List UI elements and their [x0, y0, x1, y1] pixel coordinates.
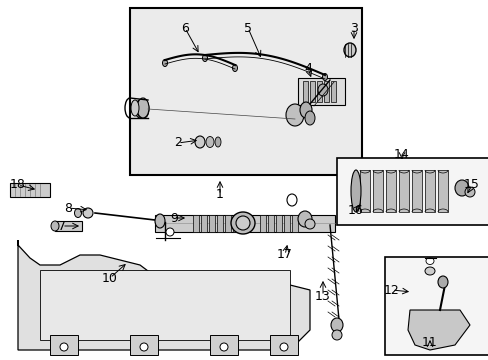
Text: 13: 13 [314, 289, 330, 302]
Ellipse shape [232, 64, 237, 72]
Text: 9: 9 [170, 211, 178, 225]
Bar [130, 335, 158, 355]
Bar [10, 183, 50, 197]
Bar [384, 257, 488, 355]
Bar [372, 170, 382, 212]
Text: 10: 10 [102, 271, 118, 284]
Bar [284, 215, 289, 232]
Ellipse shape [155, 214, 164, 228]
Ellipse shape [162, 59, 167, 67]
Text: 4: 4 [304, 62, 311, 75]
Ellipse shape [317, 84, 327, 96]
Bar [336, 158, 488, 225]
Ellipse shape [140, 343, 148, 351]
Text: 14: 14 [393, 148, 409, 162]
Bar [359, 170, 369, 212]
Text: 5: 5 [244, 22, 251, 35]
Bar [269, 335, 297, 355]
Ellipse shape [51, 221, 59, 231]
Bar [411, 170, 421, 212]
Polygon shape [407, 310, 469, 350]
Bar [291, 215, 297, 232]
Bar [324, 81, 328, 102]
Text: 18: 18 [10, 179, 26, 192]
Ellipse shape [202, 54, 207, 62]
Bar [217, 215, 223, 232]
Bar [309, 81, 314, 102]
Bar [232, 215, 239, 232]
Ellipse shape [297, 211, 311, 227]
Bar [424, 170, 434, 212]
Ellipse shape [74, 208, 81, 217]
Text: 2: 2 [174, 136, 182, 149]
Bar [437, 170, 447, 212]
Bar [267, 215, 273, 232]
Ellipse shape [60, 343, 68, 351]
Bar [316, 81, 321, 102]
Ellipse shape [343, 43, 355, 57]
Ellipse shape [425, 257, 433, 265]
Ellipse shape [350, 170, 360, 212]
Ellipse shape [83, 208, 93, 218]
Ellipse shape [215, 137, 221, 147]
Ellipse shape [305, 219, 314, 229]
Bar [275, 215, 282, 232]
Bar [155, 215, 334, 232]
Ellipse shape [331, 330, 341, 340]
Text: 6: 6 [181, 22, 188, 35]
Ellipse shape [139, 100, 149, 118]
Bar [50, 335, 78, 355]
Text: 1: 1 [216, 189, 224, 202]
Ellipse shape [280, 343, 287, 351]
Text: 12: 12 [384, 284, 399, 297]
Bar [303, 81, 307, 102]
Ellipse shape [137, 100, 147, 118]
Ellipse shape [195, 136, 204, 148]
Ellipse shape [330, 318, 342, 332]
Text: 7: 7 [58, 220, 66, 233]
Ellipse shape [236, 216, 249, 230]
Bar [209, 335, 238, 355]
Bar [398, 170, 408, 212]
Ellipse shape [437, 276, 447, 288]
Bar [55, 221, 82, 231]
Text: 15: 15 [463, 179, 479, 192]
Ellipse shape [464, 187, 474, 197]
Ellipse shape [131, 100, 139, 116]
Ellipse shape [220, 343, 227, 351]
Ellipse shape [286, 194, 296, 206]
Bar [260, 215, 265, 232]
Bar [297, 78, 345, 105]
Ellipse shape [305, 111, 314, 125]
Bar [330, 81, 335, 102]
Polygon shape [18, 240, 309, 350]
Text: 16: 16 [347, 203, 363, 216]
Ellipse shape [454, 180, 468, 196]
Ellipse shape [230, 212, 254, 234]
Bar [385, 170, 395, 212]
Ellipse shape [322, 73, 327, 81]
Bar [224, 215, 230, 232]
Ellipse shape [165, 228, 174, 236]
Text: 8: 8 [64, 202, 72, 215]
Ellipse shape [285, 104, 304, 126]
Text: 17: 17 [277, 248, 292, 261]
Text: 3: 3 [349, 22, 357, 35]
Bar [208, 215, 215, 232]
Ellipse shape [135, 100, 145, 118]
Ellipse shape [424, 267, 434, 275]
Polygon shape [148, 100, 294, 128]
Ellipse shape [205, 136, 214, 148]
Bar [40, 270, 289, 340]
Bar [130, 8, 361, 175]
Ellipse shape [137, 98, 149, 118]
Text: 11: 11 [421, 336, 437, 348]
Bar [201, 215, 206, 232]
Ellipse shape [299, 102, 311, 118]
Bar [193, 215, 199, 232]
